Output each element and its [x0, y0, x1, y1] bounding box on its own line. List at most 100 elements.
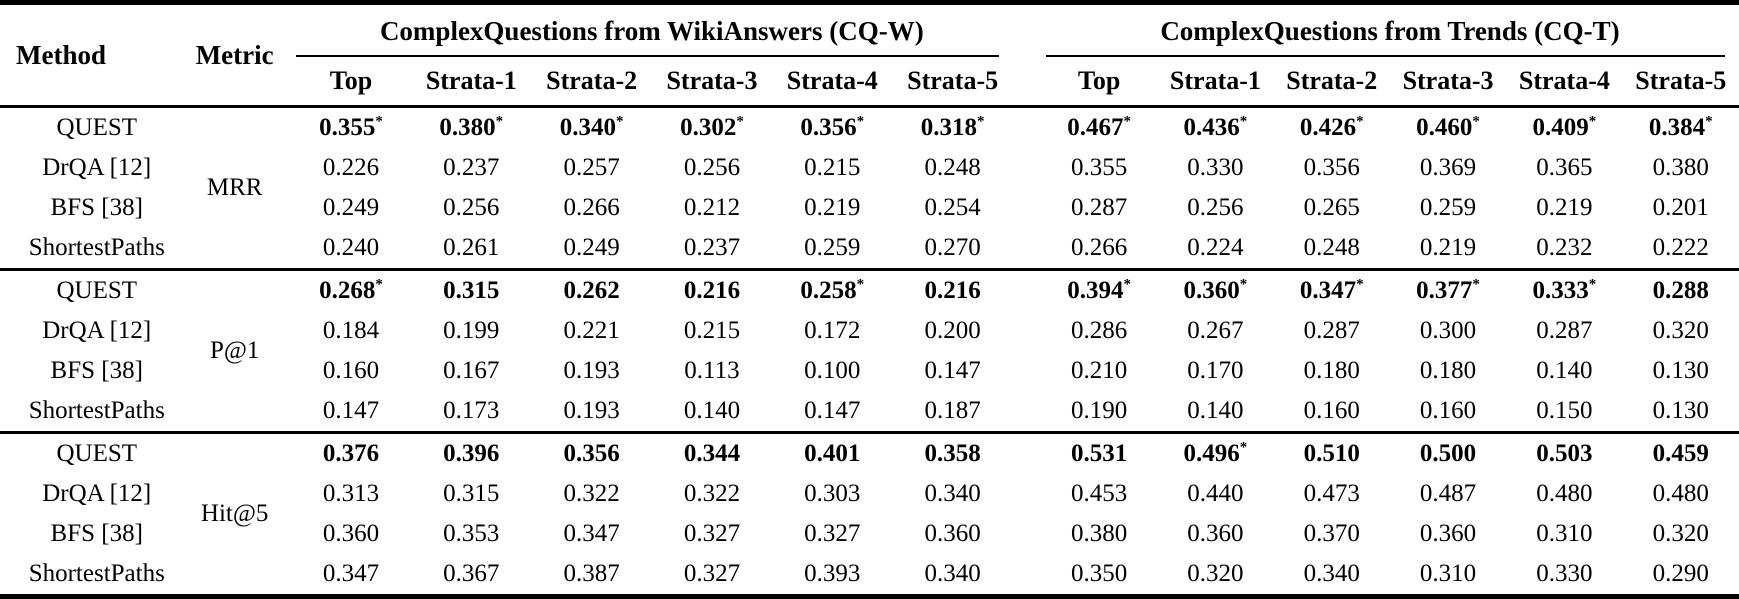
- value-cell: 0.259: [804, 234, 861, 261]
- method-cell: QUEST: [56, 440, 138, 467]
- method-cell: QUEST: [56, 114, 138, 141]
- value-cell: 0.460*: [1416, 113, 1480, 141]
- value-cell: 0.290: [1652, 560, 1709, 587]
- value-cell: 0.160: [1419, 397, 1477, 424]
- gap-cell: [1013, 554, 1041, 597]
- metric-block-p-1: QUEST P@1 0.268* 0.315 0.262 0.216 0.258* 0.216…: [0, 269, 1739, 433]
- value-cell: 0.268*: [319, 276, 383, 304]
- col-header-cqw-strata-2: Strata-2: [531, 57, 652, 108]
- significance-star: *: [375, 113, 383, 130]
- value-cell: 0.327: [683, 560, 741, 587]
- value-cell: 0.237: [443, 154, 500, 181]
- table-row: DrQA [12] 0.184 0.199 0.221 0.215 0.172 0.200 0…: [0, 311, 1739, 351]
- gap-cell: [1013, 228, 1041, 270]
- value-cell: 0.226: [322, 154, 380, 181]
- gap-cell: [1013, 514, 1041, 554]
- col-header-metric: Metric: [178, 2, 291, 108]
- group-header-cqt: ComplexQuestions from Trends (CQ-T): [1041, 3, 1739, 58]
- value-cell: 0.256: [443, 194, 500, 221]
- significance-star: *: [1705, 113, 1713, 130]
- value-cell: 0.340: [1303, 560, 1360, 587]
- value-cell: 0.210: [1070, 357, 1128, 384]
- value-cell: 0.200: [924, 317, 981, 344]
- value-cell: 0.267: [1187, 317, 1244, 344]
- value-cell: 0.367: [443, 560, 500, 587]
- value-cell: 0.219: [1419, 234, 1477, 261]
- value-cell: 0.355*: [319, 113, 383, 141]
- value-cell: 0.360: [1187, 520, 1244, 547]
- value-cell: 0.300: [1419, 317, 1477, 344]
- value-cell: 0.249: [563, 234, 620, 261]
- group-header-cqw: ComplexQuestions from WikiAnswers (CQ-W): [291, 3, 1013, 58]
- value-cell: 0.221: [563, 317, 620, 344]
- value-cell: 0.356: [1303, 154, 1360, 181]
- value-cell: 0.355: [1070, 154, 1128, 181]
- value-cell: 0.201: [1652, 194, 1709, 221]
- value-cell: 0.347*: [1299, 276, 1364, 304]
- value-cell: 0.330: [1187, 154, 1244, 181]
- value-cell: 0.270: [924, 234, 981, 261]
- value-cell: 0.224: [1187, 234, 1244, 261]
- value-cell: 0.473: [1303, 480, 1360, 507]
- value-cell: 0.287: [1070, 194, 1128, 221]
- value-cell: 0.480: [1652, 480, 1709, 507]
- col-header-cqw-strata-1: Strata-1: [411, 57, 532, 108]
- gap-cell: [1013, 391, 1041, 433]
- value-cell: 0.459: [1652, 440, 1709, 467]
- value-cell: 0.216: [683, 277, 741, 304]
- col-header-cqw-strata-4: Strata-4: [772, 57, 893, 108]
- significance-star: *: [616, 113, 624, 130]
- value-cell: 0.266: [563, 194, 620, 221]
- gap-cell: [1013, 148, 1041, 188]
- value-cell: 0.393: [804, 560, 861, 587]
- value-cell: 0.387: [563, 560, 620, 587]
- value-cell: 0.147: [322, 397, 380, 424]
- method-cell: DrQA [12]: [42, 317, 152, 344]
- value-cell: 0.347: [322, 560, 380, 587]
- value-cell: 0.180: [1303, 357, 1360, 384]
- table-row: BFS [38] 0.160 0.167 0.193 0.113 0.100 0.147 0.…: [0, 351, 1739, 391]
- value-cell: 0.487: [1419, 480, 1477, 507]
- method-cell: BFS [38]: [50, 194, 143, 221]
- gap-cell: [1013, 351, 1041, 391]
- table-row: ShortestPaths 0.240 0.261 0.249 0.237 0.259 0.…: [0, 228, 1739, 270]
- significance-star: *: [1472, 276, 1480, 293]
- gap-cell: [1013, 270, 1041, 312]
- table-row: BFS [38] 0.360 0.353 0.347 0.327 0.327 0.360 0.…: [0, 514, 1739, 554]
- value-cell: 0.396: [443, 440, 500, 467]
- value-cell: 0.140: [1187, 397, 1244, 424]
- significance-star: *: [1356, 276, 1364, 293]
- col-header-cqt-strata-1: Strata-1: [1157, 57, 1274, 108]
- value-cell: 0.394*: [1067, 276, 1131, 304]
- value-cell: 0.480: [1536, 480, 1593, 507]
- value-cell: 0.503: [1536, 440, 1593, 467]
- col-header-cqw-strata-5: Strata-5: [892, 57, 1013, 108]
- value-cell: 0.467*: [1067, 113, 1131, 141]
- value-cell: 0.340: [924, 560, 981, 587]
- col-header-method: Method: [0, 2, 179, 108]
- metric-block-mrr: QUEST MRR 0.355* 0.380* 0.340* 0.302* 0.356* 0.…: [0, 107, 1739, 270]
- value-cell: 0.409*: [1532, 113, 1597, 141]
- value-cell: 0.160: [322, 357, 380, 384]
- value-cell: 0.376: [322, 440, 380, 467]
- value-cell: 0.369: [1419, 154, 1477, 181]
- value-cell: 0.193: [563, 397, 620, 424]
- value-cell: 0.254: [924, 194, 981, 221]
- significance-star: *: [1472, 113, 1480, 130]
- value-cell: 0.330: [1536, 560, 1593, 587]
- significance-star: *: [856, 276, 865, 293]
- metric-block-hit-5: QUEST Hit@5 0.376 0.396 0.356 0.344 0.401 0.358…: [0, 432, 1739, 597]
- method-cell: ShortestPaths: [28, 560, 165, 587]
- metric-cell: P@1: [209, 337, 260, 364]
- value-cell: 0.350: [1070, 560, 1128, 587]
- significance-star: *: [1239, 113, 1248, 130]
- value-cell: 0.216: [924, 277, 981, 304]
- value-cell: 0.365: [1536, 154, 1593, 181]
- value-cell: 0.257: [563, 154, 620, 181]
- value-cell: 0.320: [1652, 520, 1709, 547]
- value-cell: 0.380*: [439, 113, 504, 141]
- significance-star: *: [1239, 439, 1248, 456]
- value-cell: 0.496*: [1183, 439, 1248, 467]
- value-cell: 0.172: [804, 317, 861, 344]
- value-cell: 0.327: [683, 520, 741, 547]
